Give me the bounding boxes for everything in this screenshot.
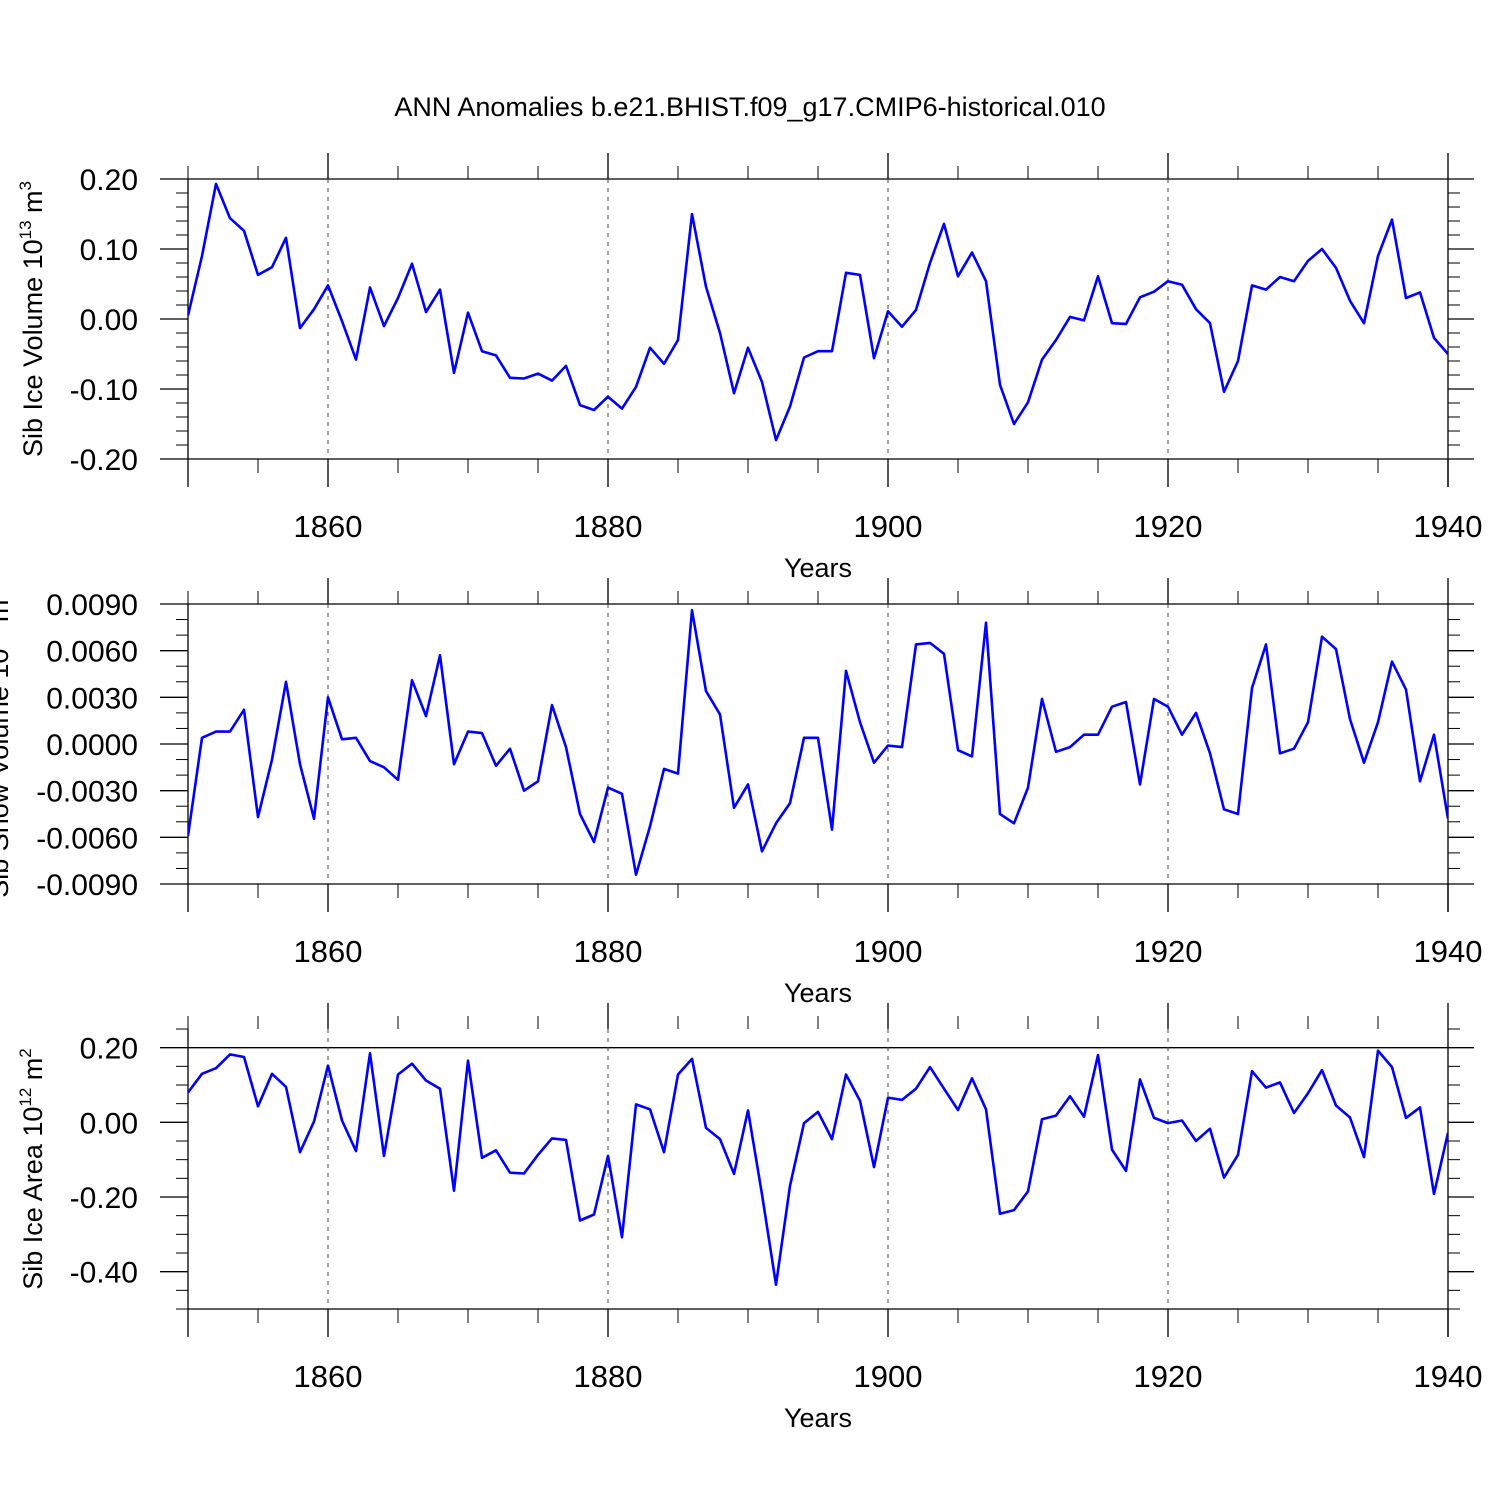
y-tick-label: -0.20 xyxy=(70,1182,138,1215)
panel-area: 0.20 0.00 -0.20 -0.40 1860 1880 1900 1920 1940 Ye… xyxy=(16,1003,1482,1433)
x-tick-label: 1880 xyxy=(574,934,643,969)
x-tick-label: 1860 xyxy=(294,509,363,544)
x-tick-label: 1920 xyxy=(1134,1359,1203,1394)
y-tick-label: -0.0090 xyxy=(36,869,138,902)
x-tick-label: 1920 xyxy=(1134,934,1203,969)
figure-title: ANN Anomalies b.e21.BHIST.f09_g17.CMIP6-… xyxy=(394,92,1105,122)
x-tick-label: 1860 xyxy=(294,1359,363,1394)
y-tick-label: -0.20 xyxy=(70,444,138,477)
x-tick-label: 1900 xyxy=(854,1359,923,1394)
x-tick-label: 1940 xyxy=(1414,934,1483,969)
panel-volume: 0.20 0.10 0.00 -0.10 -0.20 1860 1880 1900 1920 19… xyxy=(16,153,1482,583)
y-tick-label: 0.10 xyxy=(80,234,138,267)
x-axis-title: Years xyxy=(784,978,852,1008)
y-tick-label: 0.00 xyxy=(80,1107,138,1140)
series-line-area xyxy=(188,1049,1448,1286)
x-tick-label: 1880 xyxy=(574,1359,643,1394)
y-tick-label: -0.0060 xyxy=(36,822,138,855)
x-tick-label: 1900 xyxy=(854,509,923,544)
x-tick-label: 1860 xyxy=(294,934,363,969)
x-tick-label: 1900 xyxy=(854,934,923,969)
x-tick-label: 1920 xyxy=(1134,509,1203,544)
series-line-snow xyxy=(188,608,1448,877)
y-tick-label: 0.0090 xyxy=(46,589,138,622)
x-tick-label: 1940 xyxy=(1414,1359,1483,1394)
y-tick-label: -0.0030 xyxy=(36,776,138,809)
y-tick-label: 0.20 xyxy=(80,164,138,197)
x-tick-label: 1880 xyxy=(574,509,643,544)
y-tick-label: 0.0030 xyxy=(46,682,138,715)
y-tick-label: 0.0060 xyxy=(46,636,138,669)
panel-snow: 0.0090 0.0060 0.0030 0.0000 -0.0030 -0.0060 -0… xyxy=(0,578,1482,1008)
y-tick-label: 0.00 xyxy=(80,304,138,337)
y-tick-label: -0.10 xyxy=(70,374,138,407)
y-axis-title: Sib Ice Volume 1013 m3 xyxy=(16,181,48,457)
x-axis-title: Years xyxy=(784,1403,852,1433)
y-tick-label: 0.20 xyxy=(80,1033,138,1066)
y-axis-title: Sib Ice Area 1012 m2 xyxy=(16,1048,48,1290)
series-line-volume xyxy=(188,182,1448,442)
y-tick-label: 0.0000 xyxy=(46,729,138,762)
y-tick-label: -0.40 xyxy=(70,1257,138,1290)
x-axis-title: Years xyxy=(784,553,852,583)
x-tick-label: 1940 xyxy=(1414,509,1483,544)
y-axis-title: Sib Snow Volume 1013 m3 xyxy=(0,590,14,898)
